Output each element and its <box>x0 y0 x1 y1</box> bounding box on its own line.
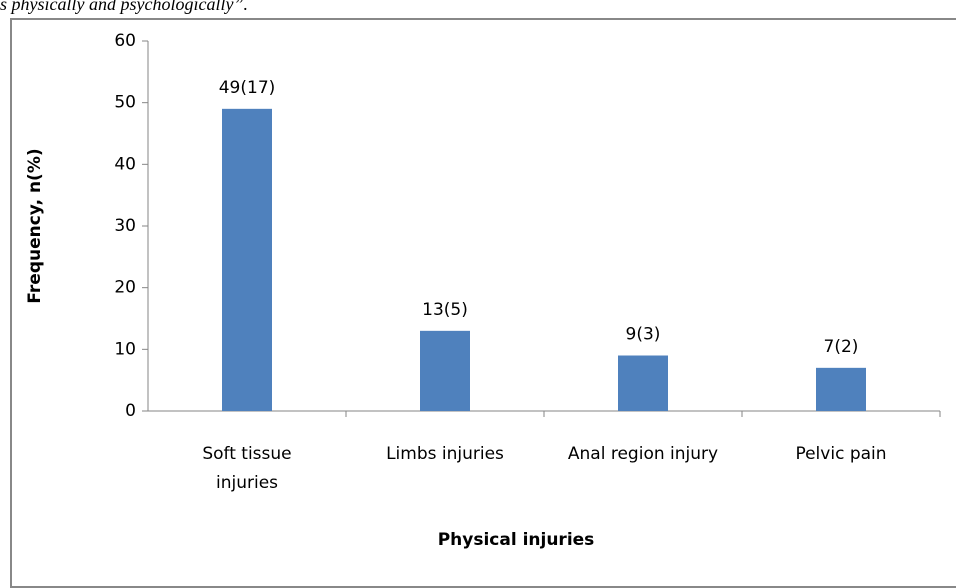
y-tick-label: 10 <box>114 339 136 359</box>
data-label: 9(3) <box>626 325 661 345</box>
data-label: 49(17) <box>219 78 276 98</box>
x-tick-label: Pelvic pain <box>795 444 887 464</box>
bar <box>618 355 668 411</box>
y-tick-label: 50 <box>114 93 136 113</box>
caption: s physically and psychologically”. <box>0 0 248 14</box>
x-tick-label: Soft tissue injuries <box>202 444 292 493</box>
bar <box>222 108 272 411</box>
y-tick-label: 30 <box>114 216 136 236</box>
bar <box>420 330 470 411</box>
y-tick-label: 20 <box>114 278 136 298</box>
y-tick-label: 60 <box>114 31 136 51</box>
y-tick-label: 40 <box>114 154 136 174</box>
x-tick-label: Anal region injury <box>567 444 719 464</box>
x-tick-label: Limbs injuries <box>386 444 504 464</box>
data-label: 13(5) <box>422 300 468 320</box>
x-axis-label: Physical injuries <box>438 530 595 550</box>
y-axis-label: Frequency, n(%) <box>25 148 45 303</box>
y-tick-label: 0 <box>125 401 136 421</box>
data-label: 7(2) <box>824 337 859 357</box>
bar <box>816 367 866 411</box>
